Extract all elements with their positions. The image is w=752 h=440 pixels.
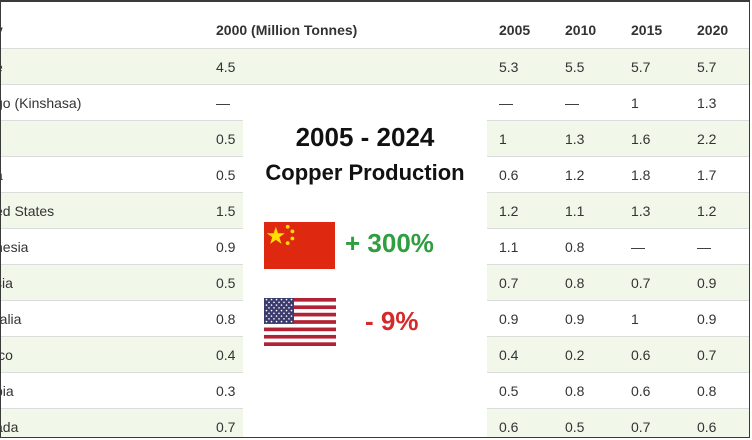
cell-2005: 1 bbox=[499, 120, 565, 157]
cell-2005: — bbox=[499, 84, 565, 121]
cell-2015: 5.7 bbox=[631, 48, 697, 85]
cell-2005: 0.6 bbox=[499, 156, 565, 193]
cell-2020: 1.3 bbox=[697, 84, 749, 121]
us-flag-icon bbox=[264, 298, 336, 347]
cell-2005: 0.7 bbox=[499, 264, 565, 301]
cell-2015: 1 bbox=[631, 300, 697, 337]
cell-2020: 1.7 bbox=[697, 156, 749, 193]
cell-2020: — bbox=[697, 228, 749, 265]
column-header-2020: 2020 bbox=[697, 12, 749, 49]
cell-country: sia bbox=[1, 264, 216, 301]
cell-2005: 0.5 bbox=[499, 372, 565, 409]
cell-2005: 0.9 bbox=[499, 300, 565, 337]
table-header-row: y 2000 (Million Tonnes) 2005 2010 2015 2… bbox=[1, 12, 749, 49]
column-header-2015: 2015 bbox=[631, 12, 697, 49]
cell-2010: 0.8 bbox=[565, 372, 631, 409]
cell-2020: 0.6 bbox=[697, 408, 749, 437]
cell-2015: 0.7 bbox=[631, 408, 697, 437]
cell-country: bia bbox=[1, 372, 216, 409]
overlay-subtitle: Copper Production bbox=[265, 160, 465, 185]
cell-2010: — bbox=[565, 84, 631, 121]
summary-overlay: 2005 - 2024 Copper Production + 300% - 9… bbox=[243, 108, 487, 437]
cell-2015: 1.8 bbox=[631, 156, 697, 193]
column-header-country: y bbox=[1, 12, 216, 49]
cell-2005: 0.6 bbox=[499, 408, 565, 437]
cell-country: e bbox=[1, 48, 216, 85]
cell-2010: 0.5 bbox=[565, 408, 631, 437]
cell-2005: 0.4 bbox=[499, 336, 565, 373]
cell-country: ada bbox=[1, 408, 216, 437]
cell-2020: 0.9 bbox=[697, 300, 749, 337]
cell-2015: 1 bbox=[631, 84, 697, 121]
cell-2020: 5.7 bbox=[697, 48, 749, 85]
cell-2005: 1.2 bbox=[499, 192, 565, 229]
cell-2010: 0.9 bbox=[565, 300, 631, 337]
cell-country: go (Kinshasa) bbox=[1, 84, 216, 121]
cell-2015: — bbox=[631, 228, 697, 265]
cell-2000: 4.5 bbox=[216, 48, 499, 85]
us-change-value: - 9% bbox=[365, 306, 419, 336]
cell-2010: 5.5 bbox=[565, 48, 631, 85]
column-header-2005: 2005 bbox=[499, 12, 565, 49]
cell-2015: 0.6 bbox=[631, 372, 697, 409]
cell-country: ralia bbox=[1, 300, 216, 337]
cell-2020: 1.2 bbox=[697, 192, 749, 229]
cell-country: ico bbox=[1, 336, 216, 373]
column-header-2000: 2000 (Million Tonnes) bbox=[216, 12, 499, 49]
cell-2010: 0.8 bbox=[565, 228, 631, 265]
table-row: e4.55.35.55.75.7 bbox=[1, 48, 749, 85]
cell-country bbox=[1, 120, 216, 157]
cell-2020: 0.9 bbox=[697, 264, 749, 301]
china-flag-icon bbox=[264, 222, 335, 269]
cell-2005: 1.1 bbox=[499, 228, 565, 265]
overlay-title: 2005 - 2024 bbox=[295, 122, 435, 152]
cell-2010: 1.1 bbox=[565, 192, 631, 229]
cell-2015: 0.6 bbox=[631, 336, 697, 373]
table-row: go (Kinshasa) — — —1 1.3 bbox=[1, 84, 749, 121]
cell-country: nesia bbox=[1, 228, 216, 265]
cell-2010: 0.8 bbox=[565, 264, 631, 301]
cell-2010: 1.2 bbox=[565, 156, 631, 193]
cell-2010: 0.2 bbox=[565, 336, 631, 373]
cell-country: ed States bbox=[1, 192, 216, 229]
cell-2005: 5.3 bbox=[499, 48, 565, 85]
cell-2020: 0.7 bbox=[697, 336, 749, 373]
cell-2010: 1.3 bbox=[565, 120, 631, 157]
cell-2015: 1.3 bbox=[631, 192, 697, 229]
column-header-2010: 2010 bbox=[565, 12, 631, 49]
cell-2015: 1.6 bbox=[631, 120, 697, 157]
cell-2020: 2.2 bbox=[697, 120, 749, 157]
china-change-value: + 300% bbox=[345, 228, 434, 258]
cell-2020: 0.8 bbox=[697, 372, 749, 409]
cell-country: a bbox=[1, 156, 216, 193]
cell-2015: 0.7 bbox=[631, 264, 697, 301]
